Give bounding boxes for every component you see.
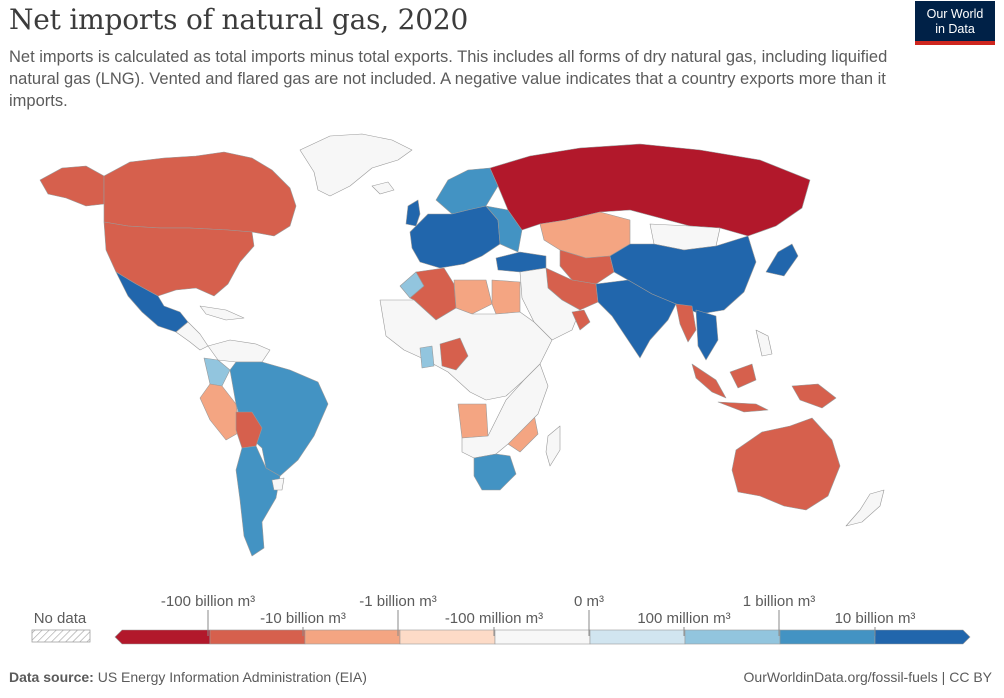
legend-color-bins xyxy=(114,629,971,645)
region-western-europe[interactable] xyxy=(409,205,501,269)
country-australia[interactable] xyxy=(731,417,841,511)
legend-bin[interactable] xyxy=(779,629,876,645)
country-uruguay[interactable] xyxy=(271,477,285,491)
country-libya[interactable] xyxy=(453,279,493,315)
country-japan[interactable] xyxy=(765,243,799,277)
region-caribbean[interactable] xyxy=(199,305,245,321)
country-alaska[interactable] xyxy=(39,165,105,207)
country-angola[interactable] xyxy=(457,403,489,439)
legend-bin[interactable] xyxy=(399,629,496,645)
country-peru[interactable] xyxy=(199,383,241,441)
logo-line-2: in Data xyxy=(935,22,975,36)
country-nigeria[interactable] xyxy=(439,337,469,371)
legend-lower-label: -10 billion m³ xyxy=(260,610,346,627)
country-south-africa[interactable] xyxy=(473,453,517,491)
legend-bin[interactable] xyxy=(304,629,401,645)
country-russia[interactable] xyxy=(489,143,811,237)
country-uk[interactable] xyxy=(405,199,421,227)
country-china[interactable] xyxy=(609,235,757,315)
source-label: Data source: xyxy=(9,669,94,685)
chart-subtitle: Net imports is calculated as total impor… xyxy=(9,48,888,110)
country-new-zealand[interactable] xyxy=(845,489,885,527)
logo-line-1: Our World xyxy=(926,7,984,21)
region-mainland-southeast-asia[interactable] xyxy=(695,309,719,361)
country-philippines[interactable] xyxy=(755,329,773,357)
country-ecuador[interactable] xyxy=(203,357,231,387)
country-iceland[interactable] xyxy=(371,181,395,195)
legend-lower-label: 10 billion m³ xyxy=(835,610,916,627)
legend-bin[interactable] xyxy=(494,629,591,645)
region-southern-africa[interactable] xyxy=(461,363,549,459)
legend-bin[interactable] xyxy=(209,629,306,645)
legend-bin[interactable] xyxy=(684,629,781,645)
owid-logo[interactable]: Our World in Data xyxy=(915,1,995,45)
data-source: Data source: US Energy Information Admin… xyxy=(9,669,367,685)
region-central-asia[interactable] xyxy=(559,249,615,285)
country-ghana[interactable] xyxy=(419,345,435,369)
legend-lower-label: -100 million m³ xyxy=(445,610,543,627)
legend-upper-label: -100 billion m³ xyxy=(161,593,255,610)
no-data-swatch xyxy=(31,629,91,643)
legend-upper-label: 0 m³ xyxy=(574,593,604,610)
country-canada[interactable] xyxy=(103,151,297,237)
country-madagascar[interactable] xyxy=(545,425,561,467)
footer: Data source: US Energy Information Admin… xyxy=(9,669,992,685)
country-argentina[interactable] xyxy=(235,445,281,557)
legend-lower-label: 100 million m³ xyxy=(637,610,730,627)
country-png[interactable] xyxy=(791,383,837,409)
legend: No data -100 billion m³ -1 billion m³ 0 … xyxy=(31,593,971,645)
region-northern-south-america[interactable] xyxy=(207,339,271,363)
country-myanmar[interactable] xyxy=(675,303,697,343)
source-url[interactable]: OurWorldinData.org/fossil-fuels | CC BY xyxy=(743,669,992,685)
legend-bin[interactable] xyxy=(874,629,971,645)
legend-upper-label: -1 billion m³ xyxy=(359,593,437,610)
source-text: US Energy Information Administration (EI… xyxy=(97,669,367,685)
legend-bin[interactable] xyxy=(589,629,686,645)
country-indonesia[interactable] xyxy=(691,363,769,413)
legend-upper-label: 1 billion m³ xyxy=(743,593,816,610)
world-map xyxy=(39,133,885,557)
country-egypt[interactable] xyxy=(491,279,521,315)
chart-title: Net imports of natural gas, 2020 xyxy=(9,3,469,36)
country-greenland[interactable] xyxy=(299,133,413,197)
country-india[interactable] xyxy=(595,279,677,359)
legend-bin[interactable] xyxy=(114,629,211,645)
region-gulf-exporters[interactable] xyxy=(571,309,591,331)
no-data-label: No data xyxy=(34,610,87,627)
